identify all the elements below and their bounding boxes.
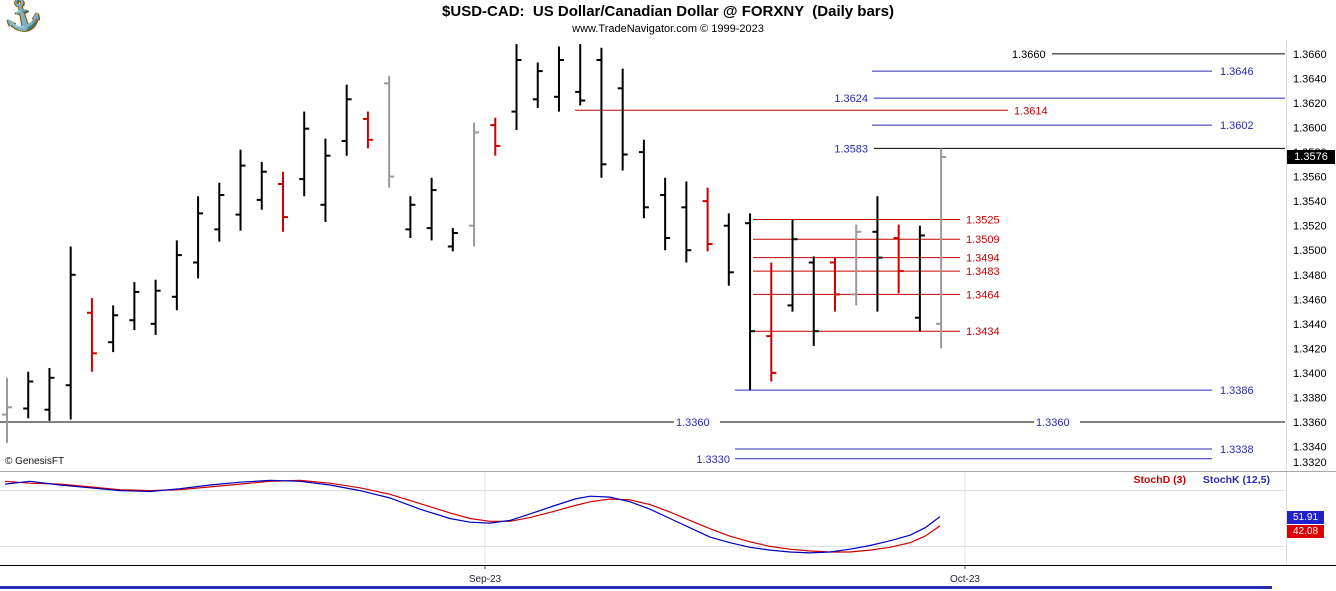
y-axis-tick-label: 1.3340	[1293, 442, 1327, 454]
y-axis-tick-label: 1.3660	[1293, 49, 1327, 61]
indicator-panel-separator	[0, 471, 1336, 472]
price-level-label[interactable]: 1.3602	[1220, 120, 1254, 132]
y-axis-tick-label: 1.3640	[1293, 73, 1327, 85]
price-level-label[interactable]: 1.3614	[1014, 105, 1048, 117]
stochd-legend-label[interactable]: StochD (3)	[1133, 474, 1187, 486]
date-axis-separator	[0, 565, 1336, 566]
y-axis-tick-label: 1.3440	[1293, 319, 1327, 331]
stochk-legend-label[interactable]: StochK (12,5)	[1202, 474, 1270, 486]
price-level-label[interactable]: 1.3360	[676, 417, 710, 429]
genesis-watermark: © GenesisFT	[5, 456, 65, 467]
price-level-label[interactable]: 1.3386	[1220, 385, 1254, 397]
y-axis-tick-label: 1.3600	[1293, 123, 1327, 135]
price-level-label[interactable]: 1.3330	[696, 454, 730, 466]
last-price-tag: 1.3576	[1287, 150, 1335, 164]
y-axis-tick-label: 1.3620	[1293, 98, 1327, 110]
stoch-d-line[interactable]	[4, 479, 941, 553]
price-level-label-bg	[674, 416, 720, 428]
y-axis-tick-label: 1.3480	[1293, 270, 1327, 282]
y-axis-tick-label: 1.3380	[1293, 393, 1327, 405]
price-level-label[interactable]: 1.3660	[1012, 49, 1046, 61]
horizontal-scrollbar[interactable]	[0, 586, 1272, 589]
price-axis-separator	[1286, 40, 1287, 565]
price-level-label-bg	[1034, 416, 1080, 428]
price-level-label[interactable]: 1.3360	[1036, 417, 1070, 429]
stoch-k-line[interactable]	[4, 479, 941, 554]
y-axis-tick-label: 1.3560	[1293, 172, 1327, 184]
y-axis-tick-label: 1.3460	[1293, 294, 1327, 306]
price-level-label[interactable]: 1.3525	[966, 215, 1000, 227]
y-axis-tick-label: 1.3360	[1293, 417, 1327, 429]
price-level-label[interactable]: 1.3434	[966, 326, 1000, 338]
y-axis-tick-label: 1.3500	[1293, 245, 1327, 257]
price-level-label[interactable]: 1.3483	[966, 266, 1000, 278]
price-level-label[interactable]: 1.3509	[966, 234, 1000, 246]
y-axis-tick-label: 1.3320	[1293, 457, 1327, 469]
y-axis-tick-label: 1.3540	[1293, 196, 1327, 208]
y-axis-tick-label: 1.3400	[1293, 368, 1327, 380]
price-level-label[interactable]: 1.3646	[1220, 66, 1254, 78]
x-axis-label-sep23: Sep-23	[468, 574, 502, 585]
price-level-label[interactable]: 1.3464	[966, 289, 1000, 301]
stochk-value-tag: 51.91	[1287, 511, 1324, 524]
price-level-label[interactable]: 1.3583	[834, 143, 868, 155]
price-level-label[interactable]: 1.3494	[966, 253, 1000, 265]
chart-title: $USD-CAD: US Dollar/Canadian Dollar @ FO…	[442, 3, 894, 20]
price-level-label[interactable]: 1.3624	[834, 93, 868, 105]
stochd-value-tag: 42.08	[1287, 525, 1324, 538]
y-axis-tick-label: 1.3420	[1293, 343, 1327, 355]
y-axis-tick-label: 1.3520	[1293, 221, 1327, 233]
price-level-label[interactable]: 1.3338	[1220, 444, 1254, 456]
chart-subtitle: www.TradeNavigator.com © 1999-2023	[572, 23, 764, 35]
x-axis-label-oct23: Oct-23	[949, 574, 980, 585]
